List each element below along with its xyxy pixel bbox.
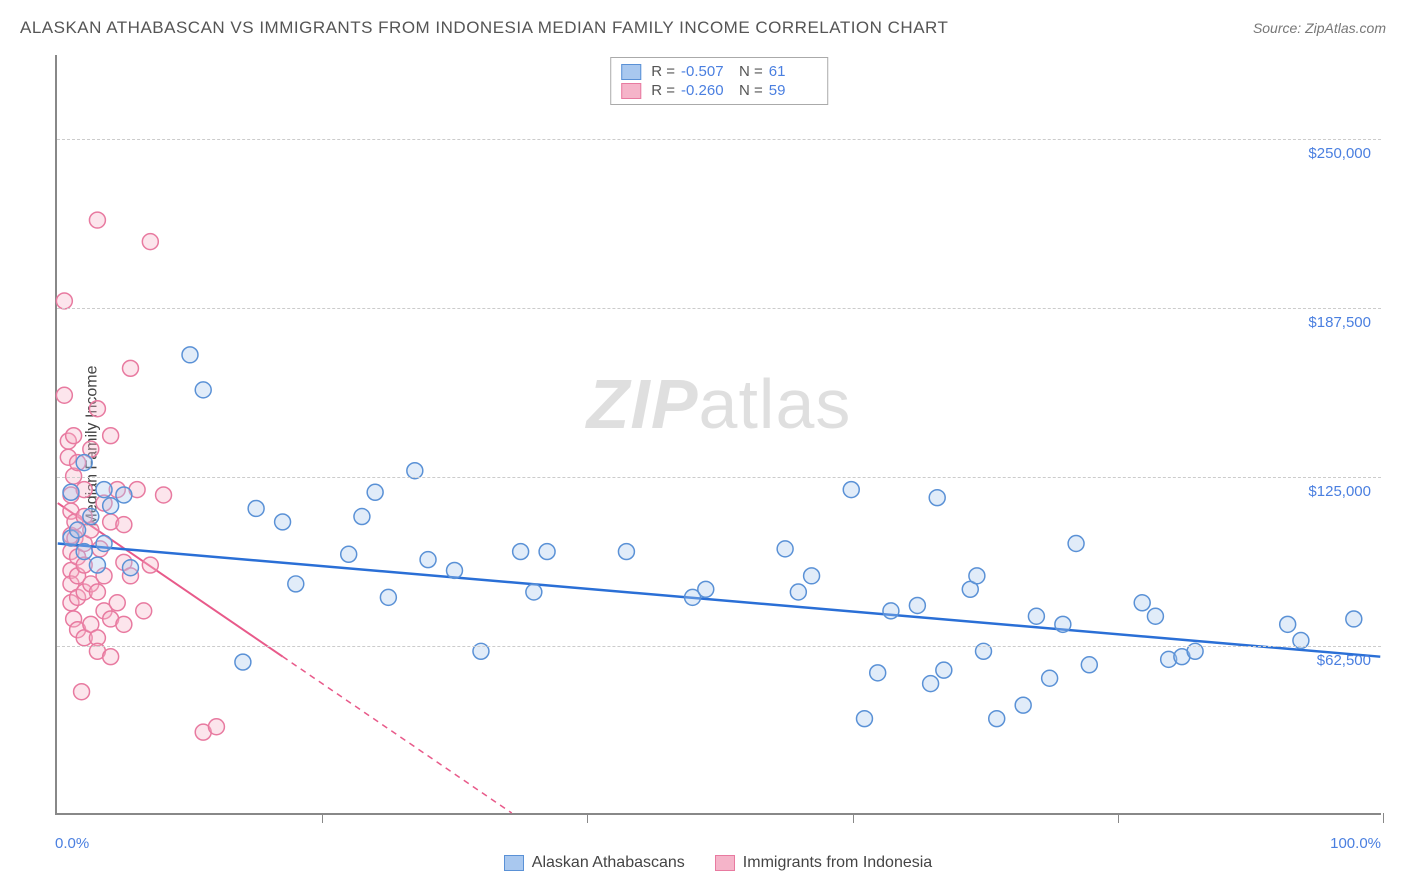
r-value-indonesia: -0.260 (681, 82, 729, 99)
legend-label-indonesia: Immigrants from Indonesia (743, 854, 932, 872)
r-label: R = (651, 82, 675, 99)
x-tick-label-min: 0.0% (55, 835, 89, 852)
stats-row-alaskan: R = -0.507 N = 61 (621, 62, 817, 81)
swatch-indonesia (715, 855, 735, 871)
y-tick-label: $187,500 (1308, 314, 1371, 331)
stats-legend: R = -0.507 N = 61 R = -0.260 N = 59 (610, 57, 828, 105)
series-legend: Alaskan Athabascans Immigrants from Indo… (55, 854, 1381, 872)
swatch-alaskan (621, 64, 641, 80)
y-tick-label: $250,000 (1308, 145, 1371, 162)
legend-item-alaskan: Alaskan Athabascans (504, 854, 685, 872)
legend-label-alaskan: Alaskan Athabascans (532, 854, 685, 872)
x-tick (1118, 813, 1119, 823)
plot-area: ZIPatlas R = -0.507 N = 61 R = -0.260 N … (55, 55, 1381, 815)
x-tick-label-max: 100.0% (1330, 835, 1381, 852)
y-tick-label: $62,500 (1317, 652, 1371, 669)
gridline-h (57, 139, 1381, 140)
n-value-alaskan: 61 (769, 63, 817, 80)
legend-item-indonesia: Immigrants from Indonesia (715, 854, 932, 872)
y-tick-label: $125,000 (1308, 483, 1371, 500)
gridline-h (57, 477, 1381, 478)
source-value: ZipAtlas.com (1305, 20, 1386, 36)
swatch-indonesia (621, 83, 641, 99)
source-label: Source: (1253, 20, 1301, 36)
chart-container: ALASKAN ATHABASCAN VS IMMIGRANTS FROM IN… (0, 0, 1406, 892)
r-label: R = (651, 63, 675, 80)
x-tick (322, 813, 323, 823)
gridline-h (57, 646, 1381, 647)
source-credit: Source: ZipAtlas.com (1253, 20, 1386, 36)
n-label: N = (739, 82, 763, 99)
title-row: ALASKAN ATHABASCAN VS IMMIGRANTS FROM IN… (20, 18, 1386, 38)
r-value-alaskan: -0.507 (681, 63, 729, 80)
swatch-alaskan (504, 855, 524, 871)
x-tick (1383, 813, 1384, 823)
x-tick (853, 813, 854, 823)
stats-row-indonesia: R = -0.260 N = 59 (621, 81, 817, 100)
chart-svg (57, 55, 1381, 813)
gridline-h (57, 308, 1381, 309)
n-label: N = (739, 63, 763, 80)
x-tick (587, 813, 588, 823)
n-value-indonesia: 59 (769, 82, 817, 99)
chart-title: ALASKAN ATHABASCAN VS IMMIGRANTS FROM IN… (20, 18, 948, 38)
